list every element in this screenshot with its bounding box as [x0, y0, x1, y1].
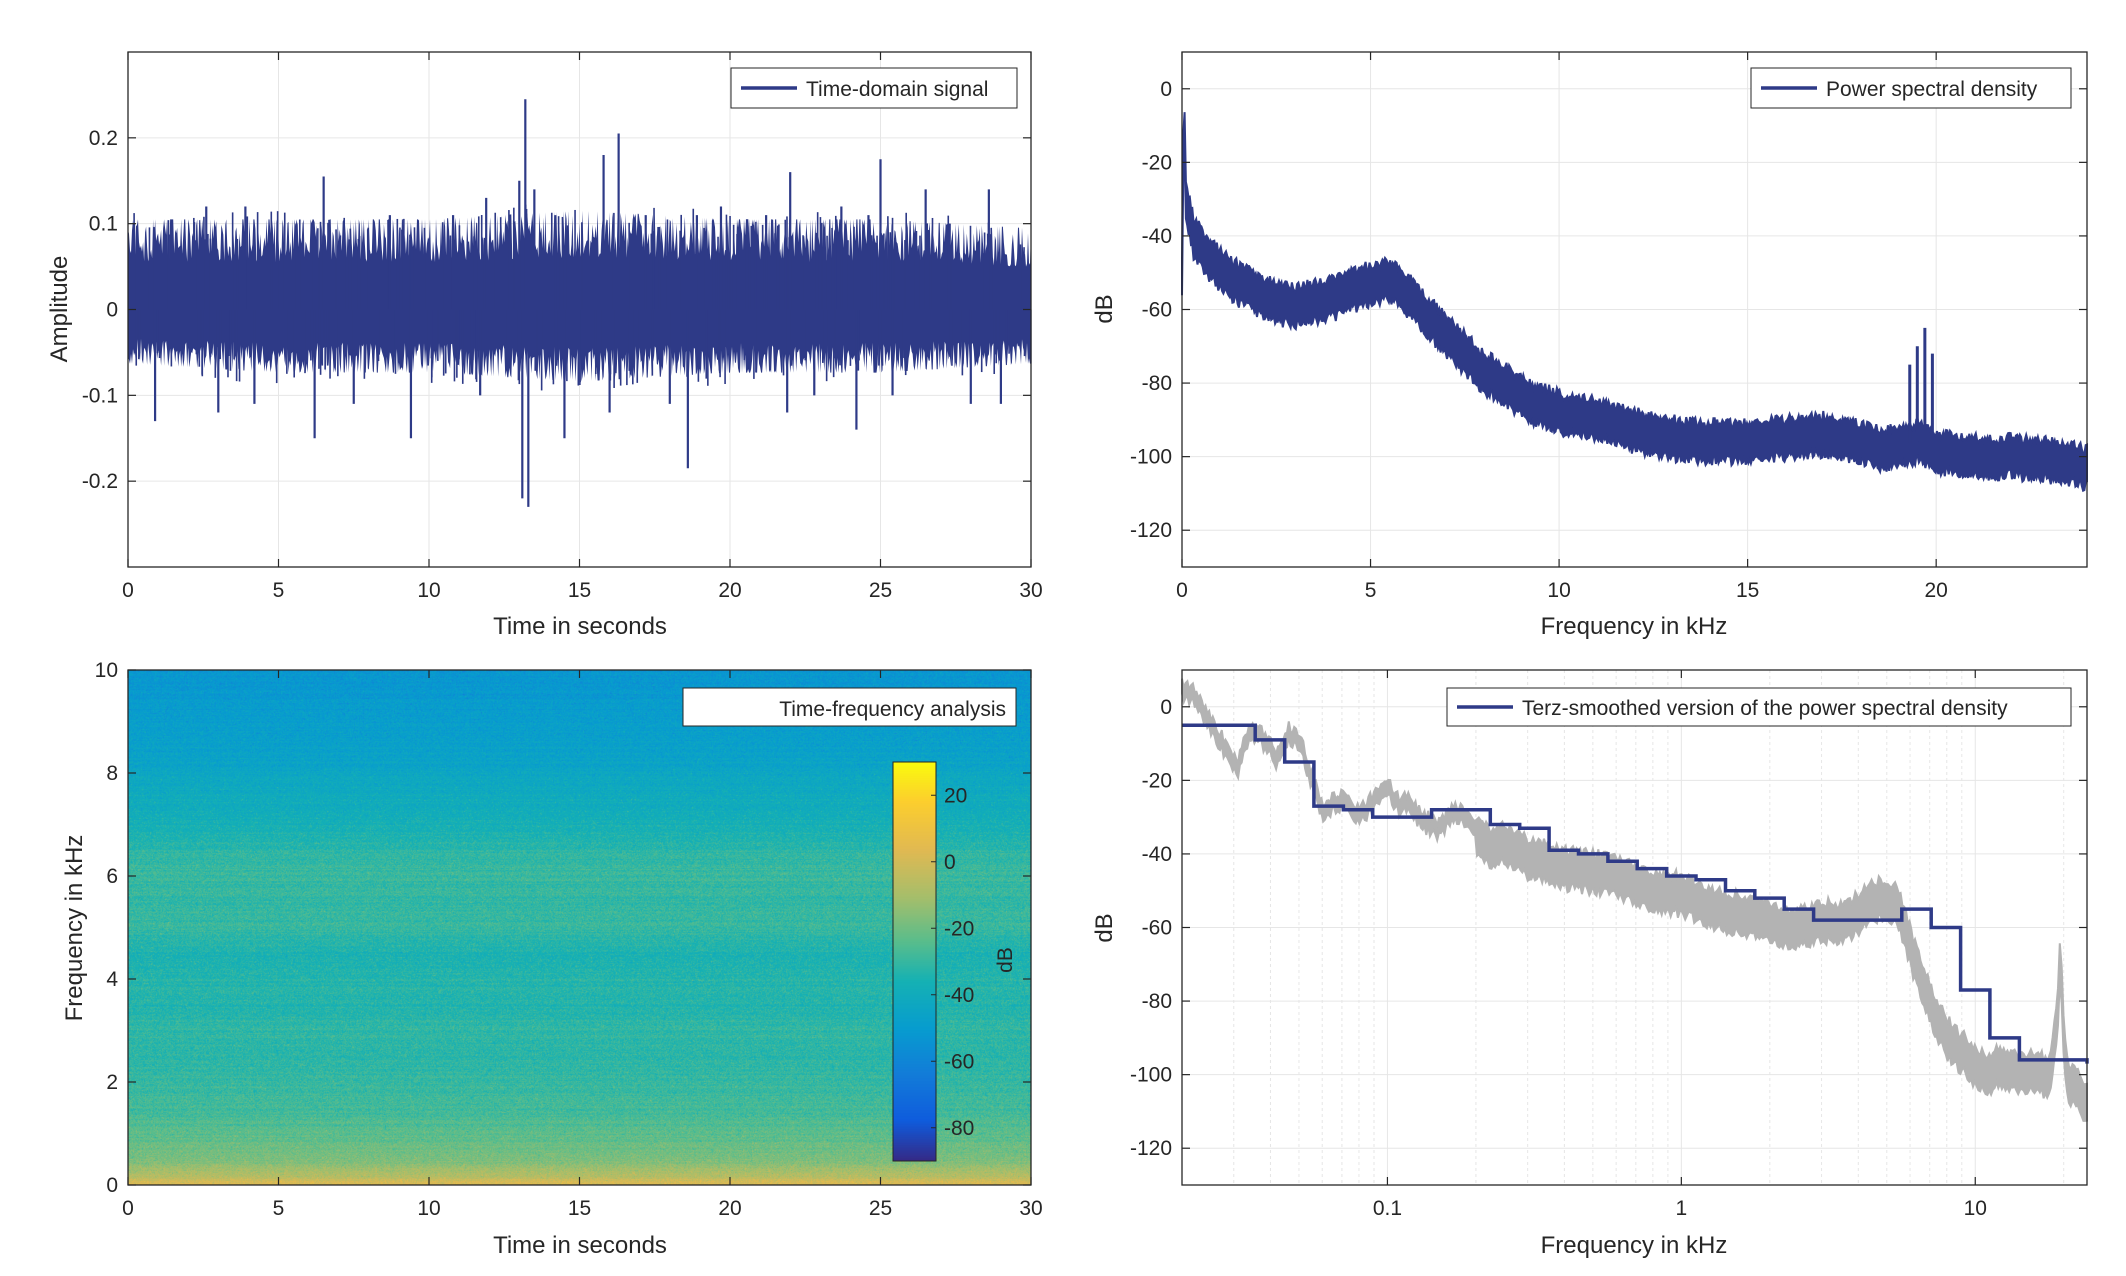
time-domain-xlabel: Time in seconds	[493, 613, 667, 640]
colorbar-ticks: -80 -60 -40 -20 0 20	[931, 784, 974, 1140]
spectrogram-ytick-label: 6	[106, 865, 118, 888]
psd-ytick-label: -100	[1130, 446, 1172, 469]
spectrogram-ytick-label: 2	[106, 1071, 118, 1094]
psd-panel: 0 5 10 15 20 -120 -100 -80 -60 -40 -20 0 Frequency …	[1091, 51, 2088, 640]
psd-ytick-label: -20	[1142, 151, 1172, 174]
spectrogram-xtick-label: 0	[122, 1197, 134, 1220]
psd-ytick-label: 0	[1160, 78, 1172, 101]
terz-xlabel: Frequency in kHz	[1541, 1232, 1728, 1259]
psd-spikes	[1908, 327, 1934, 451]
psd-xtick-label: 20	[1924, 579, 1947, 602]
spectrogram-title-box: Time-frequency analysis	[682, 687, 1017, 727]
psd-ticks: 0 5 10 15 20 -120 -100 -80 -60 -40 -20 0	[1130, 52, 2087, 602]
time-domain-xtick-label: 25	[869, 579, 892, 602]
time-domain-legend-label: Time-domain signal	[806, 78, 988, 101]
spectrogram-ytick-label: 0	[106, 1174, 118, 1197]
spectrogram-ylabel: Frequency in kHz	[61, 835, 88, 1022]
psd-xtick-label: 15	[1736, 579, 1759, 602]
time-domain-ytick-label: 0.1	[89, 213, 118, 236]
psd-xtick-label: 0	[1176, 579, 1188, 602]
time-domain-ylabel: Amplitude	[46, 256, 73, 363]
terz-legend: Terz-smoothed version of the power spect…	[1446, 687, 2072, 727]
time-domain-xtick-label: 30	[1019, 579, 1042, 602]
terz-ticks: 0.1 1 10 -120 -100 -80 -60 -40 -20 0	[1130, 670, 2087, 1220]
time-domain-ytick-label: 0	[106, 299, 118, 322]
terz-ytick-label: -120	[1130, 1137, 1172, 1160]
spectrogram-title: Time-frequency analysis	[779, 698, 1006, 721]
colorbar-tick-label: 20	[944, 784, 967, 807]
colorbar-tick-label: -40	[944, 984, 974, 1007]
time-domain-legend: Time-domain signal	[730, 67, 1018, 109]
psd-xlabel: Frequency in kHz	[1541, 613, 1728, 640]
terz-ytick-label: -100	[1130, 1064, 1172, 1087]
time-domain-ticks: 0 5 10 15 20 25 30 -0.2 -0.1 0 0.1 0.2	[82, 52, 1043, 602]
psd-xtick-label: 5	[1365, 579, 1377, 602]
spectrogram-ytick-label: 4	[106, 968, 118, 991]
spectrogram-xtick-label: 25	[869, 1197, 892, 1220]
colorbar-label: dB	[994, 947, 1017, 973]
psd-legend: Power spectral density	[1750, 67, 2072, 109]
terz-ytick-label: -80	[1142, 990, 1172, 1013]
colorbar-frame	[892, 761, 937, 1162]
terz-xtick-label: 0.1	[1373, 1197, 1402, 1220]
spectrogram-colorbar: -80 -60 -40 -20 0 20 dB	[892, 761, 1017, 1162]
colorbar-tick-label: -20	[944, 917, 974, 940]
terz-ytick-label: 0	[1160, 696, 1172, 719]
colorbar-tick-label: -60	[944, 1050, 974, 1073]
spectrogram-ytick-label: 8	[106, 762, 118, 785]
time-domain-xtick-label: 0	[122, 579, 134, 602]
spectrogram-xtick-label: 15	[568, 1197, 591, 1220]
terz-ylabel: dB	[1091, 913, 1118, 942]
spectrogram-xtick-label: 10	[417, 1197, 440, 1220]
terz-smoothed-line	[1182, 723, 2089, 1064]
time-domain-xtick-label: 15	[568, 579, 591, 602]
psd-ytick-label: -80	[1142, 372, 1172, 395]
spectrogram-panel: 0 5 10 15 20 25 30 0 2 4 6 8 10 Time in seconds Freq…	[61, 659, 1043, 1259]
psd-ytick-label: -120	[1130, 519, 1172, 542]
spectrogram-image	[128, 670, 1031, 1185]
time-domain-panel: 0 5 10 15 20 25 30 -0.2 -0.1 0 0.1 0.2 Time in seco…	[46, 51, 1043, 640]
time-domain-signal-peaks	[132, 99, 1032, 507]
colorbar-tick-label: -80	[944, 1117, 974, 1140]
terz-ytick-label: -20	[1142, 769, 1172, 792]
colorbar-tick-label: 0	[944, 851, 956, 874]
spectrogram-xtick-label: 5	[273, 1197, 285, 1220]
time-domain-xtick-label: 20	[718, 579, 741, 602]
terz-xtick-label: 10	[1964, 1197, 1987, 1220]
terz-ytick-label: -60	[1142, 917, 1172, 940]
terz-grid	[1181, 670, 2087, 1185]
psd-xtick-label: 10	[1547, 579, 1570, 602]
psd-legend-label: Power spectral density	[1826, 78, 2038, 101]
terz-panel: 0.1 1 10 -120 -100 -80 -60 -40 -20 0 Frequency in…	[1091, 669, 2089, 1259]
terz-xtick-label: 1	[1675, 1197, 1687, 1220]
psd-ytick-label: -40	[1142, 225, 1172, 248]
time-domain-ytick-label: -0.1	[82, 384, 118, 407]
time-domain-xtick-label: 5	[273, 579, 285, 602]
psd-ylabel: dB	[1091, 294, 1118, 323]
terz-legend-label: Terz-smoothed version of the power spect…	[1522, 697, 2008, 720]
spectrogram-xlabel: Time in seconds	[493, 1232, 667, 1259]
terz-ytick-label: -40	[1142, 843, 1172, 866]
time-domain-ytick-label: -0.2	[82, 470, 118, 493]
spectrogram-xtick-label: 30	[1019, 1197, 1042, 1220]
colorbar-gradient	[893, 762, 936, 1161]
spectrogram-ticks: 0 5 10 15 20 25 30 0 2 4 6 8 10	[95, 659, 1043, 1220]
spectrogram-xtick-label: 20	[718, 1197, 741, 1220]
spectrogram-ytick-label: 10	[95, 659, 118, 682]
time-domain-ytick-label: 0.2	[89, 127, 118, 150]
psd-ytick-label: -60	[1142, 299, 1172, 322]
time-domain-xtick-label: 10	[417, 579, 440, 602]
